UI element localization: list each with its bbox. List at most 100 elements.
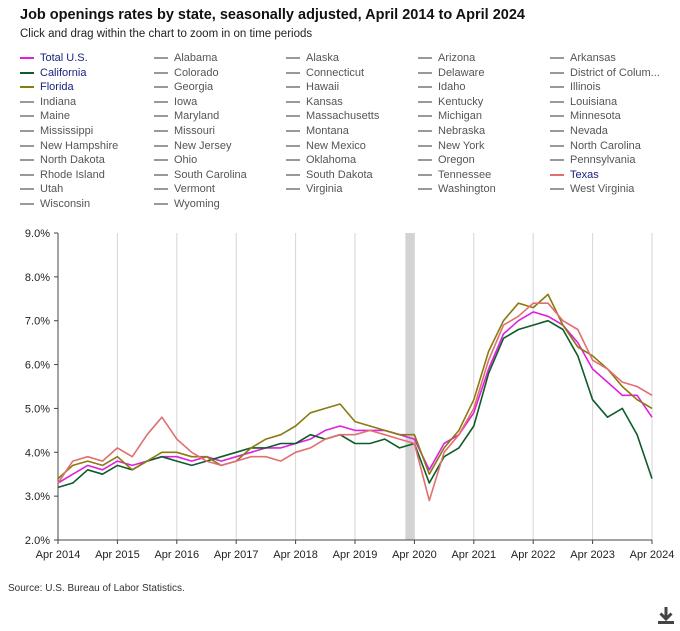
legend-label: Iowa bbox=[174, 95, 198, 108]
legend-swatch bbox=[154, 71, 168, 74]
legend-label: New Jersey bbox=[174, 139, 232, 152]
legend-item-oregon[interactable]: Oregon bbox=[418, 153, 475, 167]
legend-item-kentucky[interactable]: Kentucky bbox=[418, 95, 483, 109]
legend-label: South Carolina bbox=[174, 168, 247, 181]
legend-swatch bbox=[20, 115, 34, 118]
legend-item-new-york[interactable]: New York bbox=[418, 139, 484, 153]
legend-label: Louisiana bbox=[570, 95, 618, 108]
line-chart[interactable]: 2.0% 3.0% 4.0% 5.0% 6.0% 7.0% 8.0% 9.0% Apr 2014… bbox=[0, 0, 680, 580]
legend-swatch bbox=[154, 86, 168, 89]
legend-item-delaware[interactable]: Delaware bbox=[418, 66, 484, 80]
legend-label: Kansas bbox=[306, 95, 343, 108]
y-tick-label: 3.0% bbox=[25, 491, 50, 503]
legend-swatch bbox=[286, 144, 300, 147]
legend-label: Pennsylvania bbox=[570, 154, 636, 167]
legend-item-texas[interactable]: Texas bbox=[550, 168, 599, 182]
legend-label: Missouri bbox=[174, 125, 215, 137]
legend-label: Rhode Island bbox=[40, 168, 105, 181]
legend-item-new-hampshire[interactable]: New Hampshire bbox=[20, 139, 118, 153]
legend-swatch bbox=[286, 100, 300, 103]
legend-item-wisconsin[interactable]: Wisconsin bbox=[20, 197, 90, 211]
legend-item-missouri[interactable]: Missouri bbox=[154, 124, 215, 138]
legend-item-ohio[interactable]: Ohio bbox=[154, 153, 197, 167]
legend-item-district-of-colum[interactable]: District of Colum... bbox=[550, 66, 660, 80]
legend-swatch bbox=[286, 115, 300, 118]
legend-item-maryland[interactable]: Maryland bbox=[154, 109, 219, 123]
legend-item-north-dakota[interactable]: North Dakota bbox=[20, 153, 105, 167]
legend-item-florida[interactable]: Florida bbox=[20, 80, 74, 94]
legend-item-nebraska[interactable]: Nebraska bbox=[418, 124, 485, 138]
legend-label: Connecticut bbox=[306, 66, 365, 79]
legend-swatch bbox=[286, 159, 300, 162]
legend-item-kansas[interactable]: Kansas bbox=[286, 95, 343, 109]
legend-item-alaska[interactable]: Alaska bbox=[286, 51, 339, 65]
legend-label: California bbox=[40, 66, 87, 79]
legend-item-minnesota[interactable]: Minnesota bbox=[550, 109, 621, 123]
series-line-texas bbox=[57, 302, 653, 502]
x-tick-label: Apr 2017 bbox=[214, 549, 259, 561]
legend-swatch bbox=[418, 86, 432, 89]
y-tick-label: 2.0% bbox=[25, 535, 50, 547]
legend-label: Florida bbox=[40, 81, 74, 94]
legend-item-michigan[interactable]: Michigan bbox=[418, 109, 482, 123]
legend-item-colorado[interactable]: Colorado bbox=[154, 66, 219, 80]
legend-label: North Dakota bbox=[40, 154, 105, 167]
recession-band bbox=[405, 233, 415, 540]
series-line-california bbox=[57, 319, 653, 489]
download-icon[interactable] bbox=[655, 604, 677, 626]
legend-item-oklahoma[interactable]: Oklahoma bbox=[286, 153, 356, 167]
legend-item-massachusetts[interactable]: Massachusetts bbox=[286, 109, 379, 123]
legend-item-wyoming[interactable]: Wyoming bbox=[154, 197, 220, 211]
legend-item-georgia[interactable]: Georgia bbox=[154, 80, 213, 94]
legend-item-montana[interactable]: Montana bbox=[286, 124, 349, 138]
legend-swatch bbox=[550, 57, 564, 59]
y-tick-label: 7.0% bbox=[25, 316, 50, 328]
legend-item-connecticut[interactable]: Connecticut bbox=[286, 66, 364, 80]
legend-swatch bbox=[550, 71, 564, 74]
legend-item-mississippi[interactable]: Mississippi bbox=[20, 124, 93, 138]
legend-item-north-carolina[interactable]: North Carolina bbox=[550, 139, 641, 153]
chart-subtitle: Click and drag within the chart to zoom … bbox=[20, 28, 313, 40]
legend-item-california[interactable]: California bbox=[20, 66, 86, 80]
legend-item-new-jersey[interactable]: New Jersey bbox=[154, 139, 231, 153]
legend-item-arkansas[interactable]: Arkansas bbox=[550, 51, 616, 65]
legend-swatch bbox=[20, 71, 34, 74]
legend-item-arizona[interactable]: Arizona bbox=[418, 51, 475, 65]
legend-item-tennessee[interactable]: Tennessee bbox=[418, 168, 491, 182]
legend-swatch bbox=[20, 188, 34, 191]
legend-item-total-u-s[interactable]: Total U.S. bbox=[20, 51, 88, 65]
legend-swatch bbox=[550, 130, 564, 132]
legend-swatch bbox=[154, 188, 168, 191]
y-tick-label: 8.0% bbox=[25, 272, 50, 284]
legend-item-utah[interactable]: Utah bbox=[20, 182, 63, 196]
legend-label: Oregon bbox=[438, 154, 475, 167]
legend-swatch bbox=[20, 57, 34, 59]
legend-swatch bbox=[154, 57, 168, 59]
legend-item-virginia[interactable]: Virginia bbox=[286, 182, 343, 196]
legend-swatch bbox=[418, 130, 432, 132]
legend-item-south-dakota[interactable]: South Dakota bbox=[286, 168, 373, 182]
legend-item-maine[interactable]: Maine bbox=[20, 109, 70, 123]
legend-item-south-carolina[interactable]: South Carolina bbox=[154, 168, 247, 182]
legend-item-west-virginia[interactable]: West Virginia bbox=[550, 182, 634, 196]
legend-item-pennsylvania[interactable]: Pennsylvania bbox=[550, 153, 635, 167]
legend-item-louisiana[interactable]: Louisiana bbox=[550, 95, 617, 109]
x-tick-label: Apr 2019 bbox=[333, 549, 378, 561]
legend-item-alabama[interactable]: Alabama bbox=[154, 51, 217, 65]
legend-item-new-mexico[interactable]: New Mexico bbox=[286, 139, 366, 153]
legend-item-nevada[interactable]: Nevada bbox=[550, 124, 608, 138]
x-tick-label: Apr 2016 bbox=[154, 549, 199, 561]
legend-item-hawaii[interactable]: Hawaii bbox=[286, 80, 339, 94]
legend-item-iowa[interactable]: Iowa bbox=[154, 95, 197, 109]
legend-swatch bbox=[154, 173, 168, 176]
legend-item-indiana[interactable]: Indiana bbox=[20, 95, 76, 109]
legend-swatch bbox=[550, 100, 564, 103]
x-tick-label: Apr 2021 bbox=[451, 549, 496, 561]
legend-swatch bbox=[550, 86, 564, 89]
legend-label: Georgia bbox=[174, 81, 214, 94]
legend-item-vermont[interactable]: Vermont bbox=[154, 182, 215, 196]
legend-item-rhode-island[interactable]: Rhode Island bbox=[20, 168, 105, 182]
legend-item-washington[interactable]: Washington bbox=[418, 182, 496, 196]
legend-item-illinois[interactable]: Illinois bbox=[550, 80, 601, 94]
legend-item-idaho[interactable]: Idaho bbox=[418, 80, 466, 94]
